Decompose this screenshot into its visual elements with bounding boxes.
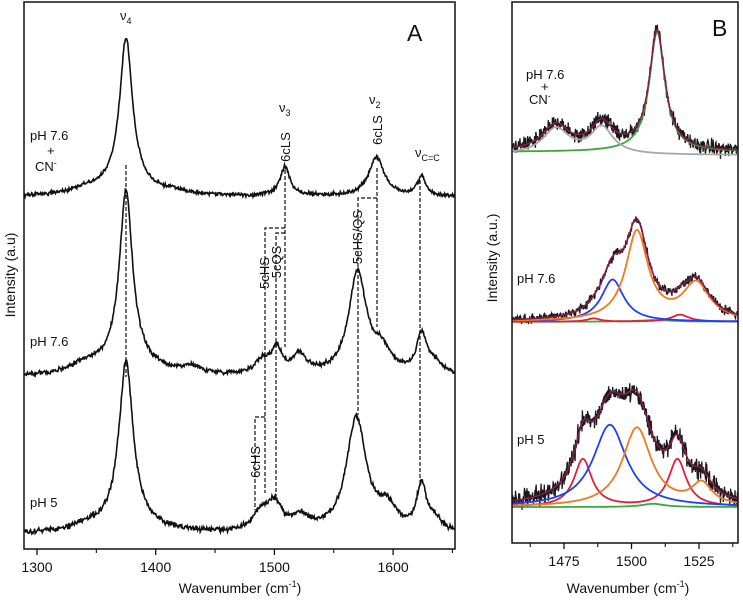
panel-a-x-tick-label: 1600	[378, 559, 409, 575]
trace-label-plus: +	[47, 143, 55, 158]
panel-b-x-tick-label: 1525	[683, 553, 714, 569]
spectrum-data-trace-2	[512, 383, 738, 510]
panel-b-letter: B	[712, 15, 727, 41]
bracket-5cqs	[275, 232, 285, 497]
trace-label-b-plus: +	[541, 79, 549, 94]
label-5cqs: 5cQS	[269, 245, 284, 278]
trace-label-ph5: pH 5	[30, 495, 57, 510]
fit-sum-trace-1	[512, 217, 738, 321]
trace-label-ph76: pH 7.6	[30, 334, 68, 349]
panel-a-x-tick-label: 1300	[21, 559, 52, 575]
label-nu3: ν3	[279, 100, 291, 118]
trace-label-b-cn: CN-	[529, 91, 551, 107]
fit-component-2-3	[512, 426, 738, 507]
panel-b: 1475 1500 1525 B pH 7.6 + CN- pH 7.6 pH 5 …	[484, 1, 739, 596]
spectrum-trace-1	[24, 188, 455, 379]
panel-b-x-tick-label: 1475	[548, 553, 579, 569]
trace-label-b-ph5: pH 5	[517, 432, 544, 447]
label-nucc: νC=C	[415, 145, 440, 163]
panel-a-x-axis: 1300 1400 1500 1600	[21, 549, 454, 575]
fit-component-0-0	[512, 30, 738, 153]
panel-a-traces	[24, 37, 455, 536]
panel-b-traces	[512, 24, 738, 510]
panel-a-frame	[23, 1, 456, 550]
fit-component-0-1	[512, 124, 738, 156]
fit-component-1-3	[512, 228, 738, 322]
panel-b-frame	[511, 1, 739, 544]
label-nu2: ν2	[369, 92, 381, 110]
label-5chs: 5cHS	[257, 257, 272, 289]
panel-b-x-axis-title: Wavenumber (cm-1)	[567, 579, 690, 596]
fit-sum-trace-0	[512, 28, 738, 151]
panel-b-x-tick-label: 1500	[616, 553, 647, 569]
panel-a-x-tick-label: 1400	[140, 559, 171, 575]
fit-sum-trace-2	[512, 388, 738, 502]
label-6cls-nu2: 6cLS	[370, 115, 385, 145]
panel-b-x-axis: 1475 1500 1525	[529, 543, 734, 569]
label-5chs-qs: 5cHS/QS	[350, 210, 365, 265]
fit-component-2-0	[512, 502, 738, 508]
spectrum-trace-2	[24, 358, 455, 536]
bracket-5chsqs	[357, 197, 377, 415]
label-6chs: 6cHS	[248, 446, 263, 478]
panel-a-annotation-lines	[125, 165, 421, 510]
bracket-5chs	[264, 227, 285, 493]
trace-label-cn: CN-	[35, 158, 57, 174]
spectrum-trace-0	[24, 37, 455, 200]
label-nu4: ν4	[120, 8, 132, 26]
panel-a-x-tick-label: 1500	[259, 559, 290, 575]
trace-label-b-ph76-cn: pH 7.6	[526, 67, 564, 82]
panel-a: 1300 1400 1500 1600 A ν4 ν3 ν2 νC=C 6cLS 6c…	[2, 1, 456, 596]
panel-a-letter: A	[407, 20, 423, 46]
panel-a-y-axis-title: Intensity (a.u)	[2, 233, 18, 318]
label-6cls-nu3: 6cLS	[278, 132, 293, 162]
trace-label-b-ph76: pH 7.6	[517, 271, 555, 286]
panel-b-y-axis-title: Intensity (a.u.)	[484, 214, 500, 303]
trace-label-ph76-cn: pH 7.6	[30, 128, 68, 143]
panel-a-x-axis-title: Wavenumber (cm-1)	[179, 579, 302, 596]
fit-component-2-1	[512, 457, 738, 507]
bracket-6chs	[254, 416, 265, 510]
